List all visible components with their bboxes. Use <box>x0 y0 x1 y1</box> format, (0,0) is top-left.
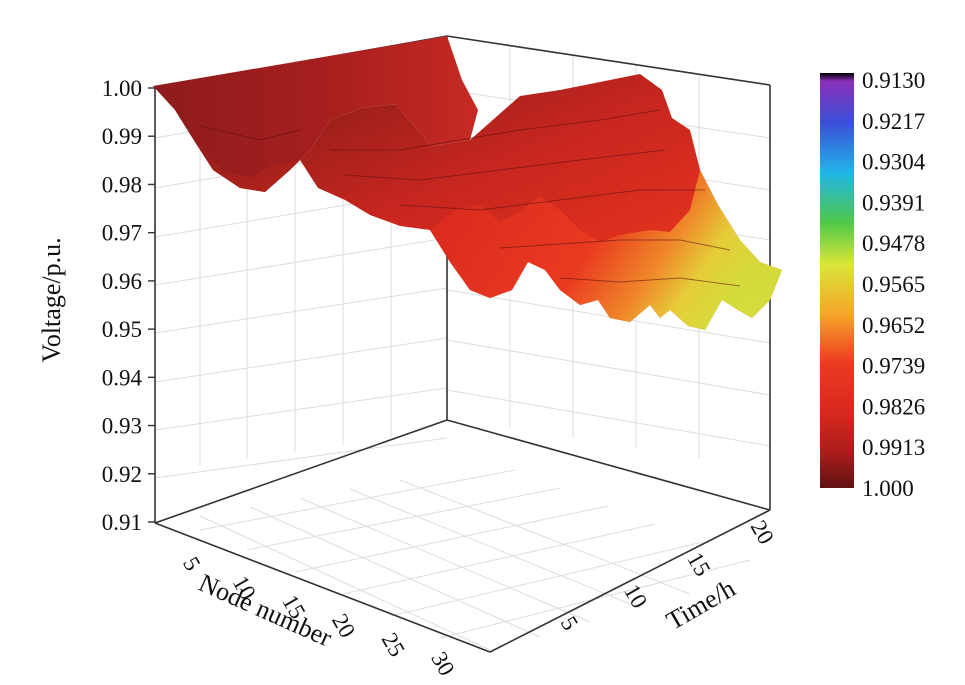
colorbar-label: 0.9913 <box>862 435 925 460</box>
voltage-surface <box>153 36 782 330</box>
z-tick-labels: 0.91 0.92 0.93 0.94 0.95 0.96 0.97 0.98 0.99 1.00 <box>102 76 155 535</box>
z-tick-label: 0.94 <box>102 365 143 390</box>
node-tick-label: 5 <box>178 553 205 575</box>
z-tick-label: 0.96 <box>102 269 142 294</box>
colorbar-gradient <box>820 73 854 488</box>
z-tick-label: 0.97 <box>102 221 142 246</box>
time-tick-label: 5 <box>556 612 583 634</box>
colorbar-label: 0.9217 <box>862 109 925 134</box>
surface-contour-lines <box>199 109 741 287</box>
z-tick-label: 0.91 <box>102 510 142 535</box>
z-tick-label: 0.99 <box>102 124 142 149</box>
node-tick-label: 25 <box>377 629 410 661</box>
time-axis-title: Time/h <box>661 574 740 636</box>
node-axis-title: Node number <box>195 568 337 652</box>
colorbar-label: 1.000 <box>862 476 914 501</box>
colorbar-label: 0.9652 <box>862 313 925 338</box>
colorbar-label: 0.9826 <box>862 394 925 419</box>
z-axis: 0.91 0.92 0.93 0.94 0.95 0.96 0.97 0.98 0.99 1.00… <box>37 76 155 535</box>
z-axis-title: Voltage/p.u. <box>37 237 66 362</box>
node-tick-label: 30 <box>426 648 459 680</box>
z-tick-label: 1.00 <box>102 76 142 101</box>
colorbar-label: 0.9391 <box>862 190 925 215</box>
floor-grid <box>199 469 751 651</box>
colorbar-label: 0.9565 <box>862 272 925 297</box>
colorbar-labels: 0.9130 0.9217 0.9304 0.9391 0.9478 0.9565 0.96… <box>862 68 926 501</box>
z-tick-label: 0.95 <box>102 317 142 342</box>
colorbar-label: 0.9130 <box>862 68 925 93</box>
surface-front-band <box>430 170 782 330</box>
z-tick-label: 0.98 <box>102 172 142 197</box>
colorbar-label: 0.9478 <box>862 231 925 256</box>
z-tick-label: 0.92 <box>102 462 142 487</box>
colorbar-label: 0.9739 <box>862 354 925 379</box>
surface-back-band <box>153 36 478 192</box>
colorbar-label: 0.9304 <box>862 150 926 175</box>
colorbar: 0.9130 0.9217 0.9304 0.9391 0.9478 0.9565 0.96… <box>820 68 926 501</box>
time-tick-label: 20 <box>746 516 779 548</box>
z-tick-label: 0.93 <box>102 414 142 439</box>
